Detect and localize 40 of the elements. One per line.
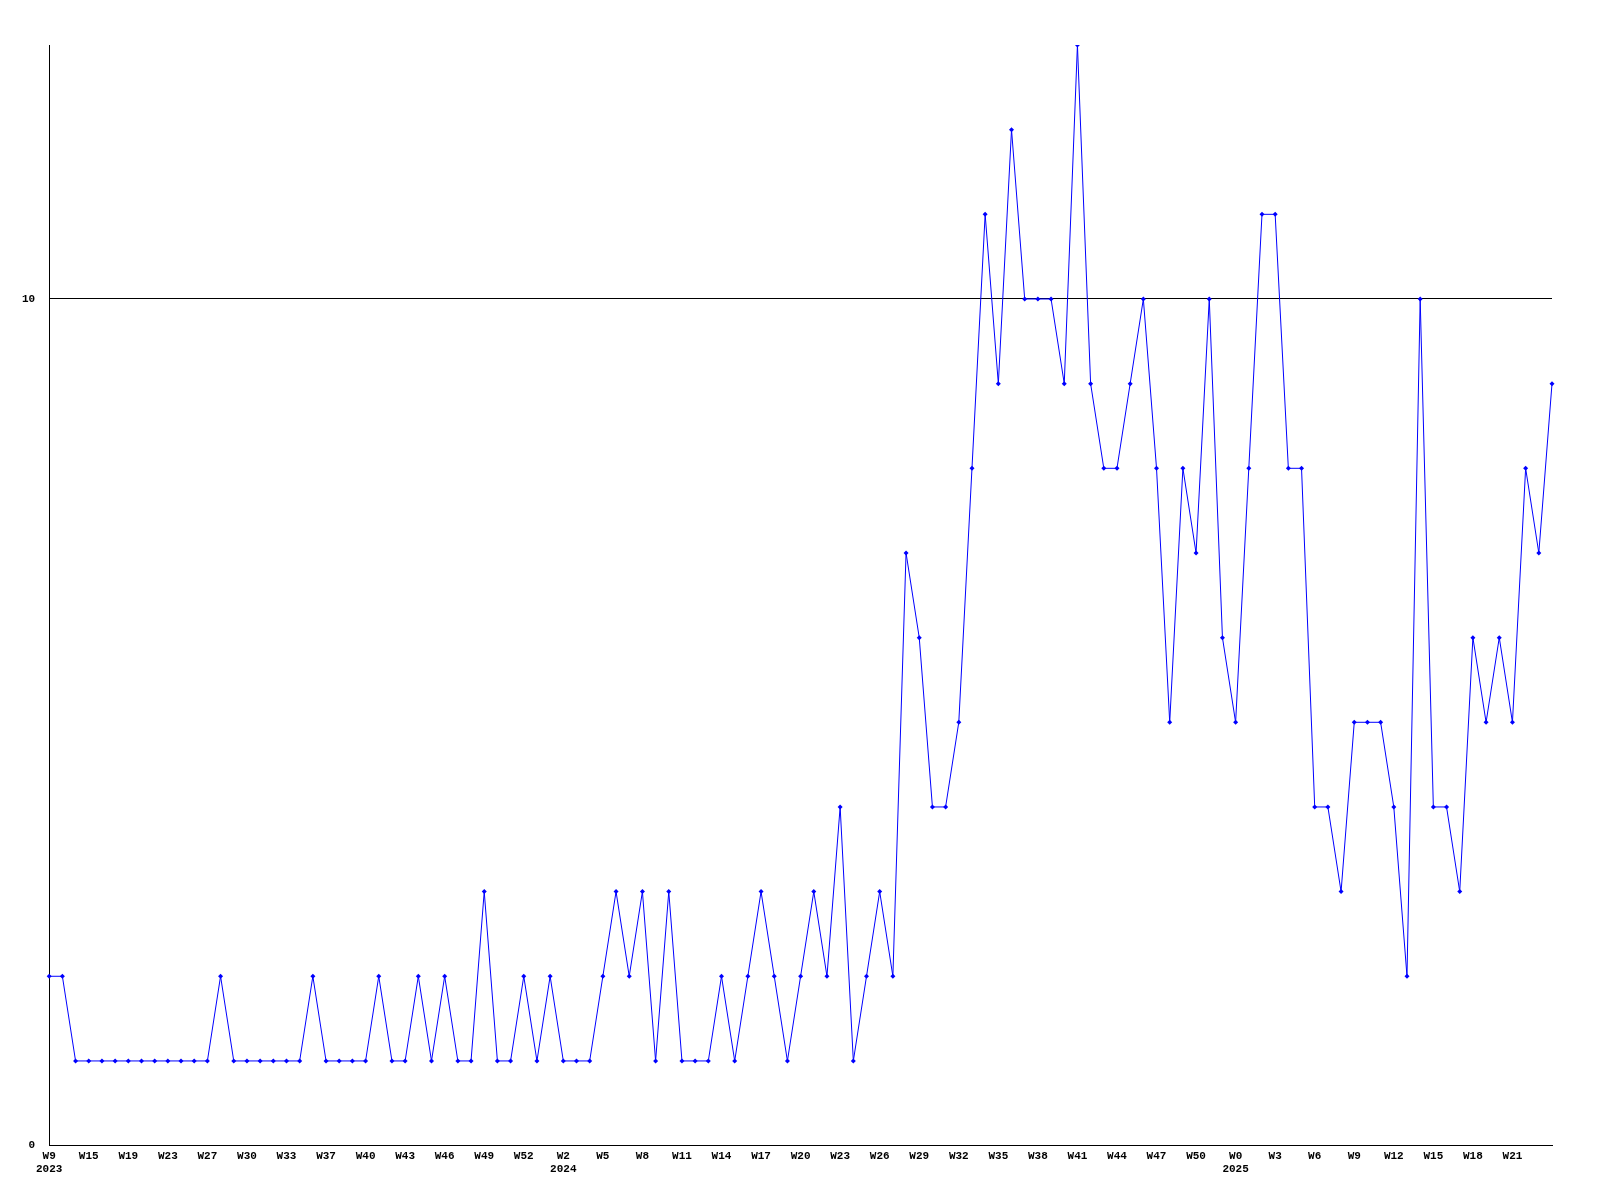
x-tick-label: W18: [1463, 1149, 1484, 1162]
x-tick-label: W50: [1186, 1149, 1206, 1162]
x-tick-label: W11: [672, 1149, 693, 1162]
x-tick-label: W9 2023: [36, 1149, 63, 1176]
y-tick-label: 0: [28, 1139, 36, 1152]
x-tick-label: W32: [948, 1149, 969, 1162]
x-tick-label: W15: [78, 1149, 100, 1162]
x-tick-label: W12: [1383, 1149, 1404, 1162]
x-tick-label: W44: [1107, 1149, 1128, 1162]
x-tick-label: W35: [988, 1149, 1009, 1162]
x-tick-label: W30: [237, 1149, 257, 1162]
x-tick-label: W29: [909, 1149, 930, 1162]
x-tick-label: W52: [513, 1149, 534, 1162]
x-tick-label: W14: [711, 1149, 732, 1162]
x-tick-label: W9: [1347, 1149, 1361, 1162]
x-tick-label: W33: [276, 1149, 297, 1162]
x-tick-label: W40: [355, 1149, 376, 1162]
x-tick-label: W38: [1027, 1149, 1049, 1162]
x-tick-label: W23: [830, 1149, 851, 1162]
y-tick-label: 10: [22, 292, 36, 305]
x-tick-label: W41: [1067, 1149, 1088, 1162]
x-tick-label: W19: [118, 1149, 139, 1162]
x-tick-label: W8: [635, 1149, 650, 1162]
x-tick-label: W3: [1268, 1149, 1283, 1162]
x-tick-label: W6: [1308, 1149, 1322, 1162]
x-tick-label: W37: [316, 1149, 336, 1162]
x-tick-label: W47: [1146, 1149, 1167, 1162]
x-tick-label: W20: [790, 1149, 811, 1162]
x-tick-label: W26: [869, 1149, 890, 1162]
x-tick-label: W49: [474, 1149, 495, 1162]
x-tick-label: W15: [1423, 1149, 1444, 1162]
x-tick-label: W43: [395, 1149, 416, 1162]
x-tick-label: W27: [197, 1149, 218, 1162]
x-tick-label: W2 2024: [550, 1149, 577, 1176]
x-tick-label: W5: [596, 1149, 610, 1162]
x-tick-label: W0 2025: [1222, 1149, 1250, 1176]
x-tick-label: W17: [751, 1149, 771, 1162]
x-tick-label: W46: [434, 1149, 455, 1162]
x-tick-label: W21: [1502, 1149, 1523, 1162]
x-tick-label: W23: [157, 1149, 179, 1162]
